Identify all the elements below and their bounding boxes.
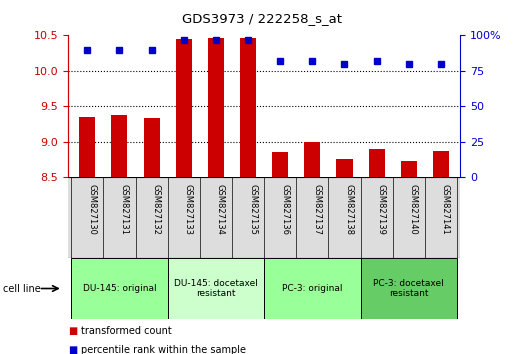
Bar <box>360 258 457 319</box>
Bar <box>176 39 192 177</box>
Bar <box>272 152 288 177</box>
Text: GSM827130: GSM827130 <box>87 183 96 234</box>
Text: percentile rank within the sample: percentile rank within the sample <box>81 346 246 354</box>
Bar <box>240 38 256 177</box>
Text: DU-145: docetaxel
resistant: DU-145: docetaxel resistant <box>174 279 258 298</box>
Bar <box>433 151 449 177</box>
Text: DU-145: original: DU-145: original <box>83 284 156 293</box>
Text: ■: ■ <box>68 326 77 336</box>
Text: GSM827131: GSM827131 <box>119 183 129 234</box>
Text: transformed count: transformed count <box>81 326 172 336</box>
Text: GDS3973 / 222258_s_at: GDS3973 / 222258_s_at <box>181 12 342 25</box>
Text: GSM827132: GSM827132 <box>152 183 161 234</box>
Text: PC-3: docetaxel
resistant: PC-3: docetaxel resistant <box>373 279 444 298</box>
Bar <box>336 159 353 177</box>
Bar <box>79 117 95 177</box>
Bar <box>71 258 168 319</box>
Text: GSM827134: GSM827134 <box>216 183 225 234</box>
Text: cell line: cell line <box>3 284 40 293</box>
Text: GSM827133: GSM827133 <box>184 183 193 234</box>
Text: GSM827136: GSM827136 <box>280 183 289 234</box>
Text: GSM827140: GSM827140 <box>409 183 418 234</box>
Text: GSM827139: GSM827139 <box>377 183 385 234</box>
Bar <box>143 118 160 177</box>
Text: ■: ■ <box>68 346 77 354</box>
Text: GSM827137: GSM827137 <box>312 183 321 234</box>
Bar <box>111 115 128 177</box>
Bar <box>369 149 385 177</box>
Bar <box>401 161 417 177</box>
Text: GSM827135: GSM827135 <box>248 183 257 234</box>
Text: GSM827141: GSM827141 <box>441 183 450 234</box>
Text: GSM827138: GSM827138 <box>345 183 354 234</box>
Bar <box>304 142 321 177</box>
Bar <box>264 258 360 319</box>
Bar <box>208 38 224 177</box>
Text: PC-3: original: PC-3: original <box>282 284 343 293</box>
Bar <box>168 258 264 319</box>
